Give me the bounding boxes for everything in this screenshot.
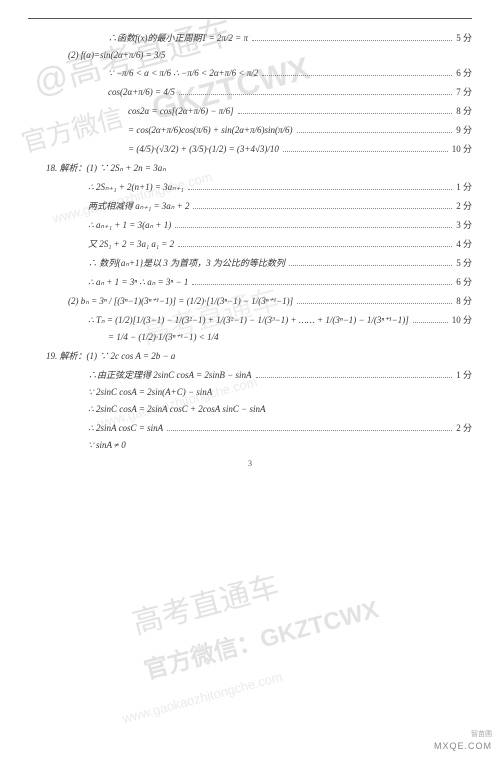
- score-label: 6 分: [456, 275, 472, 288]
- math-expression: 19. 解析：(1) ∵ 2c cos A = 2b − a: [46, 349, 175, 362]
- score-label: 9 分: [456, 123, 472, 136]
- math-line: ∴ aₙ + 1 = 3ⁿ ∴ aₙ = 3ⁿ − 1 6 分: [28, 275, 472, 288]
- math-expression: 又 2S₁ + 2 = 3a₁ a₁ = 2: [88, 237, 174, 250]
- math-line: = cos(2α+π/6)cos(π/6) + sin(2α+π/6)sin(π…: [28, 123, 472, 136]
- leader-dots: [193, 208, 452, 209]
- math-expression: ∴ 数列{aₙ+1}是以 3 为首项，3 为公比的等比数列: [88, 256, 285, 269]
- score-label: 10 分: [452, 313, 472, 326]
- math-line: cos(2α+π/6) = 4/5 7 分: [28, 85, 472, 98]
- math-line: ∵ 2sinC cosA = 2sin(A+C) − sinA: [28, 387, 472, 398]
- math-expression: ∴ aₙ + 1 = 3ⁿ ∴ aₙ = 3ⁿ − 1: [88, 277, 188, 288]
- math-line: (2) f(α)=sin(2α+π/6) = 3/5: [28, 50, 472, 60]
- math-expression: = 1/4 − (1/2)·1/(3ⁿ⁺¹−1) < 1/4: [108, 332, 219, 343]
- math-expression: ∵ sinA ≠ 0: [88, 440, 126, 451]
- leader-dots: [297, 303, 452, 304]
- leader-dots: [283, 151, 448, 152]
- math-line: ∴ 2Sₙ₊₁ + 2(n+1) = 3aₙ₊₁ 1 分: [28, 180, 472, 193]
- math-expression: cos2α = cos[(2α+π/6) − π/6]: [128, 106, 234, 116]
- math-line: (2) bₙ = 3ⁿ / [(3ⁿ−1)(3ⁿ⁺¹−1)] = (1/2)·[…: [28, 294, 472, 307]
- math-expression: = cos(2α+π/6)cos(π/6) + sin(2α+π/6)sin(π…: [128, 125, 293, 135]
- watermark-url-bottom: www.gaokaozhitongche.com: [121, 669, 284, 726]
- score-label: 3 分: [456, 218, 472, 231]
- math-line: 两式相减得 aₙ₊₁ = 3aₙ + 2 2 分: [28, 199, 472, 212]
- math-expression: ∴由正弦定理得 2sinC cosA = 2sinB − sinA: [88, 368, 252, 381]
- math-expression: 两式相减得 aₙ₊₁ = 3aₙ + 2: [88, 199, 189, 212]
- math-expression: cos(2α+π/6) = 4/5: [108, 87, 175, 97]
- corner-site: MXQE.COM: [434, 741, 492, 751]
- leader-dots: [413, 322, 448, 323]
- watermark-cn-bottom: 高考直通车: [127, 561, 283, 642]
- math-expression: = (4/5)·(√3/2) + (3/5)·(1/2) = (3+4√3)/1…: [128, 144, 279, 154]
- math-line: ∴ aₙ₊₁ + 1 = 3(aₙ + 1) 3 分: [28, 218, 472, 231]
- math-line: ∴函数f(x)的最小正周期T = 2π/2 = π 5 分: [28, 31, 472, 44]
- leader-dots: [167, 430, 452, 431]
- top-rule: [28, 18, 472, 19]
- math-expression: (2) bₙ = 3ⁿ / [(3ⁿ−1)(3ⁿ⁺¹−1)] = (1/2)·[…: [68, 296, 293, 307]
- score-label: 1 分: [456, 180, 472, 193]
- math-line: 又 2S₁ + 2 = 3a₁ a₁ = 2 4 分: [28, 237, 472, 250]
- math-expression: ∵ −π/6 < α < π/6 ∴ −π/6 < 2α+π/6 < π/2: [108, 68, 258, 79]
- math-expression: ∴ aₙ₊₁ + 1 = 3(aₙ + 1): [88, 220, 171, 231]
- score-label: 8 分: [456, 104, 472, 117]
- leader-dots: [262, 75, 452, 76]
- corner-brand: 智苗圃: [471, 729, 492, 739]
- math-expression: ∴ 2sinC cosA = 2sinA cosC + 2cosA sinC −…: [88, 404, 265, 415]
- leader-dots: [175, 227, 452, 228]
- leader-dots: [188, 189, 453, 190]
- math-line: = (4/5)·(√3/2) + (3/5)·(1/2) = (3+4√3)/1…: [28, 142, 472, 155]
- content-area: ∴函数f(x)的最小正周期T = 2π/2 = π 5 分 (2) f(α)=sin…: [28, 31, 472, 451]
- math-line: ∴ 2sinC cosA = 2sinA cosC + 2cosA sinC −…: [28, 404, 472, 415]
- math-expression: ∴ 2Sₙ₊₁ + 2(n+1) = 3aₙ₊₁: [88, 182, 184, 193]
- score-label: 7 分: [456, 85, 472, 98]
- leader-dots: [256, 377, 453, 378]
- math-line: ∴ 2sinA cosC = sinA 2 分: [28, 421, 472, 434]
- score-label: 5 分: [456, 31, 472, 44]
- math-expression: 18. 解析：(1) ∵ 2Sₙ + 2n = 3aₙ: [46, 161, 166, 174]
- score-label: 8 分: [456, 294, 472, 307]
- leader-dots: [289, 265, 452, 266]
- math-line: ∴由正弦定理得 2sinC cosA = 2sinB − sinA 1 分: [28, 368, 472, 381]
- leader-dots: [179, 94, 452, 95]
- math-line: ∵ −π/6 < α < π/6 ∴ −π/6 < 2α+π/6 < π/2 6 …: [28, 66, 472, 79]
- math-expression: (2) f(α)=sin(2α+π/6) = 3/5: [68, 50, 165, 60]
- score-label: 6 分: [456, 66, 472, 79]
- math-line: ∴ 数列{aₙ+1}是以 3 为首项，3 为公比的等比数列 5 分: [28, 256, 472, 269]
- page-container: @高考直通车 GKZTCWX 官方微信 www.gaokaozhitongche…: [0, 0, 500, 478]
- math-line: 18. 解析：(1) ∵ 2Sₙ + 2n = 3aₙ: [28, 161, 472, 174]
- watermark-en-bottom: 官方微信：GKZTCWX: [140, 589, 382, 685]
- math-expression: ∴函数f(x)的最小正周期T = 2π/2 = π: [108, 31, 248, 44]
- score-label: 2 分: [456, 199, 472, 212]
- leader-dots: [178, 246, 452, 247]
- leader-dots: [252, 40, 452, 41]
- math-line: ∵ sinA ≠ 0: [28, 440, 472, 451]
- math-line: cos2α = cos[(2α+π/6) − π/6] 8 分: [28, 104, 472, 117]
- leader-dots: [192, 284, 452, 285]
- leader-dots: [238, 113, 453, 114]
- score-label: 10 分: [452, 142, 472, 155]
- math-line: 19. 解析：(1) ∵ 2c cos A = 2b − a: [28, 349, 472, 362]
- score-label: 4 分: [456, 237, 472, 250]
- score-label: 1 分: [456, 368, 472, 381]
- math-expression: ∵ 2sinC cosA = 2sin(A+C) − sinA: [88, 387, 212, 398]
- page-number: 3: [28, 459, 472, 468]
- math-line: ∴ Tₙ = (1/2)[1/(3−1) − 1/(3²−1) + 1/(3²−…: [28, 313, 472, 326]
- math-expression: ∴ 2sinA cosC = sinA: [88, 423, 163, 434]
- math-expression: ∴ Tₙ = (1/2)[1/(3−1) − 1/(3²−1) + 1/(3²−…: [88, 315, 409, 326]
- math-line: = 1/4 − (1/2)·1/(3ⁿ⁺¹−1) < 1/4: [28, 332, 472, 343]
- score-label: 2 分: [456, 421, 472, 434]
- score-label: 5 分: [456, 256, 472, 269]
- leader-dots: [297, 132, 453, 133]
